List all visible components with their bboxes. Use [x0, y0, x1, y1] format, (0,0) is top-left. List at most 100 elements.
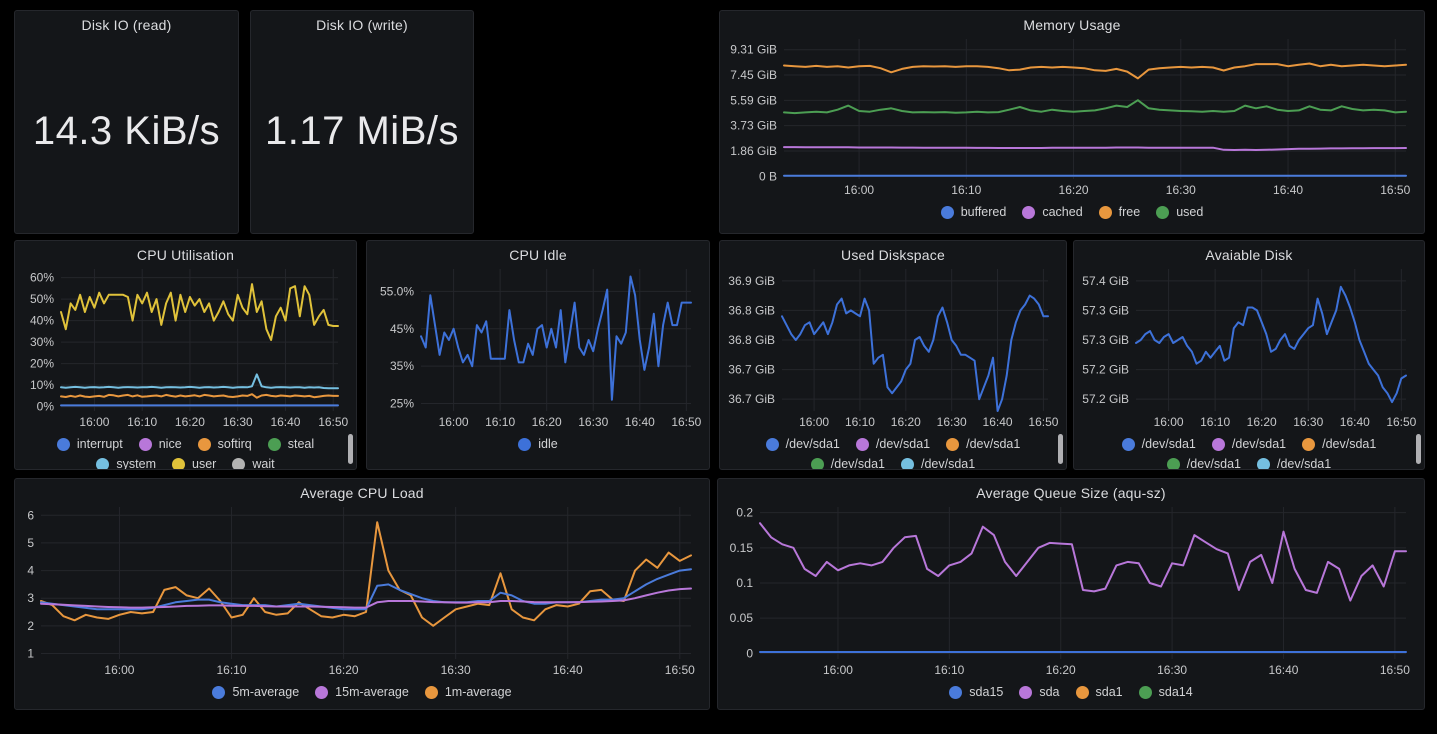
legend-item-sda15[interactable]: sda15: [949, 685, 1003, 699]
panel-cpu-utilisation: CPU Utilisation 16:00 16:10 16:20 16:30 16:4…: [14, 240, 357, 470]
svg-text:16:20: 16:20: [1059, 183, 1089, 197]
legend-label: softirq: [217, 437, 252, 451]
svg-text:36.8 GiB: 36.8 GiB: [728, 333, 775, 347]
legend-label: /dev/sda1: [1186, 457, 1241, 470]
panel-title-avaiable-disk[interactable]: Avaiable Disk: [1205, 247, 1293, 263]
svg-text:25%: 25%: [390, 397, 414, 411]
legend-row: /dev/sda1/dev/sda1/dev/sda1: [1121, 435, 1376, 453]
legend-item-nice[interactable]: nice: [138, 437, 182, 451]
legend-item--dev-sda1[interactable]: /dev/sda1: [1166, 457, 1241, 470]
series-color-dot-icon: [138, 437, 152, 451]
used-diskspace-chart: 16:00 16:10 16:20 16:30 16:40 16:50 36.7 GiB 36…: [728, 263, 1058, 431]
panel-average-queue-size: Average Queue Size (aqu-sz) 16:00 16:10 16…: [717, 478, 1425, 710]
avaiable-disk-legend: /dev/sda1/dev/sda1/dev/sda1/dev/sda1/dev…: [1082, 435, 1416, 470]
legend-item--dev-sda1[interactable]: /dev/sda1: [946, 437, 1020, 451]
legend-item--dev-sda1[interactable]: /dev/sda1: [1211, 437, 1286, 451]
svg-text:16:40: 16:40: [270, 415, 300, 429]
legend-item-sda1[interactable]: sda1: [1075, 685, 1123, 699]
legend-item--dev-sda1[interactable]: /dev/sda1: [855, 437, 930, 451]
panel-title-cpu-utilisation[interactable]: CPU Utilisation: [136, 247, 235, 263]
svg-text:5: 5: [27, 536, 34, 550]
legend-item--dev-sda1[interactable]: /dev/sda1: [810, 457, 885, 469]
legend-item-15m-average[interactable]: 15m-average: [315, 685, 409, 699]
svg-text:36.8 GiB: 36.8 GiB: [728, 303, 775, 317]
svg-text:57.4 GiB: 57.4 GiB: [1082, 274, 1129, 288]
legend-item-1m-average[interactable]: 1m-average: [424, 685, 512, 699]
series-color-dot-icon: [810, 457, 824, 469]
panel-title-cpu-idle[interactable]: CPU Idle: [509, 247, 567, 263]
legend-row: buffered cached free used: [940, 203, 1203, 221]
legend-label: sda14: [1158, 685, 1193, 699]
svg-text:16:40: 16:40: [553, 663, 583, 677]
legend-label: 5m-average: [232, 685, 300, 699]
used_disk-plot-area: 16:00 16:10 16:20 16:30 16:40 16:50 36.7 GiB 36…: [728, 269, 1058, 429]
panel-disk-io-write: Disk IO (write) 1.17 MiB/s: [250, 10, 474, 234]
legend-item-interrupt[interactable]: interrupt: [56, 437, 123, 451]
panel-title-average-cpu-load[interactable]: Average CPU Load: [300, 485, 424, 501]
stat-value-disk-read: 14.3 KiB/s: [32, 108, 221, 153]
svg-text:16:10: 16:10: [951, 183, 981, 197]
legend-row: /dev/sda1/dev/sda1: [1166, 455, 1331, 470]
legend-label: wait: [252, 457, 275, 470]
legend-item-sda14[interactable]: sda14: [1138, 685, 1193, 699]
svg-text:16:50: 16:50: [1028, 415, 1058, 429]
legend-item-cached[interactable]: cached: [1022, 205, 1083, 219]
legend-label: system: [116, 457, 157, 470]
legend-row: sda15 sda sda1 sda14: [949, 683, 1193, 701]
legend-item-softirq[interactable]: softirq: [197, 437, 252, 451]
series-color-dot-icon: [172, 457, 186, 469]
legend-label: /dev/sda1: [921, 457, 976, 470]
legend-item-wait[interactable]: wait: [232, 457, 275, 470]
panel-title-memory-usage[interactable]: Memory Usage: [1023, 17, 1121, 33]
svg-text:3: 3: [27, 591, 34, 605]
legend-item-buffered[interactable]: buffered: [940, 205, 1006, 219]
legend-item-system[interactable]: system: [96, 457, 157, 470]
panel-average-cpu-load: Average CPU Load 16:00 16:10 16:20 16:30 16:…: [14, 478, 710, 710]
legend-row: idle: [518, 435, 558, 453]
legend-item--dev-sda1[interactable]: /dev/sda1: [765, 437, 840, 451]
panel-title-used-diskspace[interactable]: Used Diskspace: [841, 247, 945, 263]
legend-scrollbar[interactable]: [348, 434, 353, 464]
legend-row: /dev/sda1/dev/sda1/dev/sda1: [765, 435, 1020, 453]
legend-scrollbar[interactable]: [1058, 434, 1063, 464]
series-color-dot-icon: [1075, 685, 1089, 699]
svg-text:16:50: 16:50: [1380, 183, 1410, 197]
panel-title-disk-io-read[interactable]: Disk IO (read): [81, 17, 172, 33]
svg-text:16:30: 16:30: [1157, 663, 1187, 677]
svg-text:16:30: 16:30: [578, 415, 608, 429]
svg-text:16:40: 16:40: [1340, 415, 1370, 429]
legend-label: sda1: [1095, 685, 1123, 699]
series-color-dot-icon: [96, 457, 110, 469]
svg-text:1.86 GiB: 1.86 GiB: [730, 144, 777, 158]
legend-item--dev-sda1[interactable]: /dev/sda1: [901, 457, 976, 470]
legend-item--dev-sda1[interactable]: /dev/sda1: [1257, 457, 1331, 469]
series-color-dot-icon: [940, 205, 954, 219]
legend-item--dev-sda1[interactable]: /dev/sda1: [1121, 437, 1196, 451]
svg-text:16:50: 16:50: [1386, 415, 1416, 429]
series-color-dot-icon: [518, 437, 532, 451]
svg-text:36.9 GiB: 36.9 GiB: [728, 274, 775, 288]
legend-item-user[interactable]: user: [172, 457, 216, 469]
legend-item--dev-sda1[interactable]: /dev/sda1: [1302, 437, 1376, 451]
legend-item-steal[interactable]: steal: [267, 437, 314, 451]
svg-text:16:20: 16:20: [532, 415, 562, 429]
svg-text:16:40: 16:40: [983, 415, 1013, 429]
svg-text:0.15: 0.15: [730, 541, 754, 555]
legend-item-used[interactable]: used: [1156, 205, 1203, 219]
series-color-dot-icon: [315, 685, 329, 699]
legend-item-free[interactable]: free: [1098, 205, 1140, 219]
panel-title-disk-io-write[interactable]: Disk IO (write): [316, 17, 408, 33]
svg-text:9.31 GiB: 9.31 GiB: [730, 43, 777, 57]
panel-avaiable-disk: Avaiable Disk 16:00 16:10 16:20 16:30 16:40 1…: [1073, 240, 1425, 470]
panel-used-diskspace: Used Diskspace 16:00 16:10 16:20 16:30 16:40…: [719, 240, 1067, 470]
svg-text:16:20: 16:20: [1046, 663, 1076, 677]
average-queue-size-legend: sda15 sda sda1 sda14: [726, 683, 1416, 701]
legend-item-5m-average[interactable]: 5m-average: [212, 685, 299, 699]
svg-text:0 B: 0 B: [759, 169, 777, 183]
legend-item-sda[interactable]: sda: [1019, 685, 1060, 699]
svg-text:16:10: 16:10: [934, 663, 964, 677]
legend-item-idle[interactable]: idle: [518, 437, 558, 451]
legend-label: /dev/sda1: [785, 437, 840, 451]
panel-title-average-queue-size[interactable]: Average Queue Size (aqu-sz): [976, 485, 1166, 501]
legend-scrollbar[interactable]: [1416, 434, 1421, 464]
